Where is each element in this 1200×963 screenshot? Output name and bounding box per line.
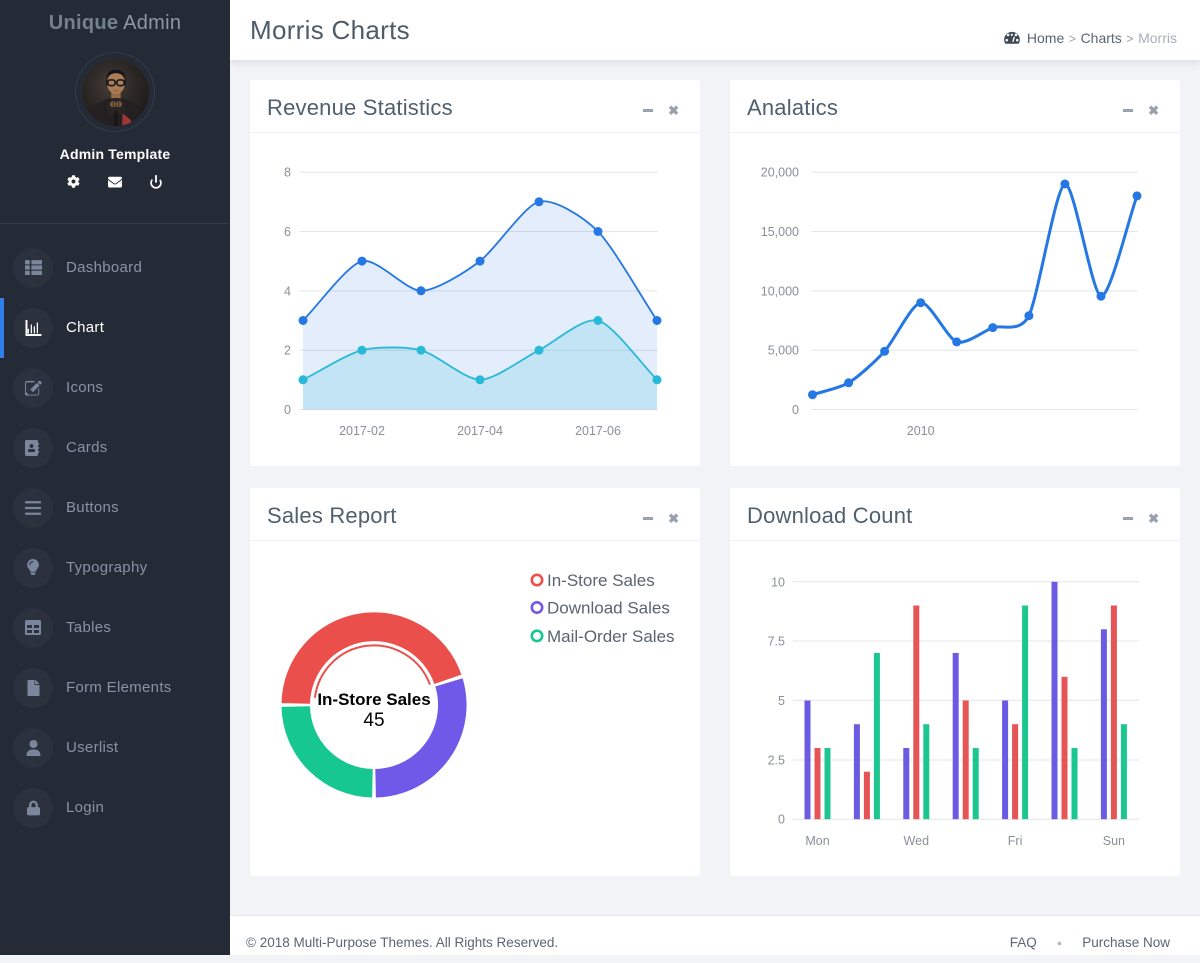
svg-text:6: 6: [284, 225, 291, 239]
svg-text:10: 10: [771, 575, 785, 589]
svg-text:0: 0: [778, 813, 785, 827]
svg-text:4: 4: [284, 284, 291, 298]
svg-text:10,000: 10,000: [761, 284, 799, 298]
svg-text:In-Store Sales: In-Store Sales: [547, 571, 655, 590]
svg-text:2010: 2010: [907, 424, 935, 438]
svg-text:2017-02: 2017-02: [339, 424, 385, 438]
svg-text:Download Sales: Download Sales: [547, 599, 670, 618]
svg-text:2017-04: 2017-04: [457, 424, 503, 438]
svg-text:2.5: 2.5: [768, 754, 785, 768]
svg-text:Wed: Wed: [904, 834, 930, 848]
svg-text:Mail-Order Sales: Mail-Order Sales: [547, 627, 675, 646]
svg-text:5,000: 5,000: [768, 344, 799, 358]
svg-text:8: 8: [284, 166, 291, 180]
svg-text:In-Store Sales: In-Store Sales: [317, 690, 430, 709]
svg-text:0: 0: [284, 403, 291, 417]
svg-text:2017-06: 2017-06: [575, 424, 621, 438]
svg-text:Fri: Fri: [1008, 834, 1023, 848]
svg-text:5: 5: [778, 694, 785, 708]
svg-text:20,000: 20,000: [761, 166, 799, 180]
svg-text:7.5: 7.5: [768, 635, 785, 649]
svg-text:2: 2: [284, 344, 291, 358]
svg-text:0: 0: [792, 403, 799, 417]
svg-text:45: 45: [363, 710, 384, 731]
svg-text:15,000: 15,000: [761, 225, 799, 239]
svg-text:Sun: Sun: [1103, 834, 1125, 848]
svg-text:Mon: Mon: [805, 834, 829, 848]
